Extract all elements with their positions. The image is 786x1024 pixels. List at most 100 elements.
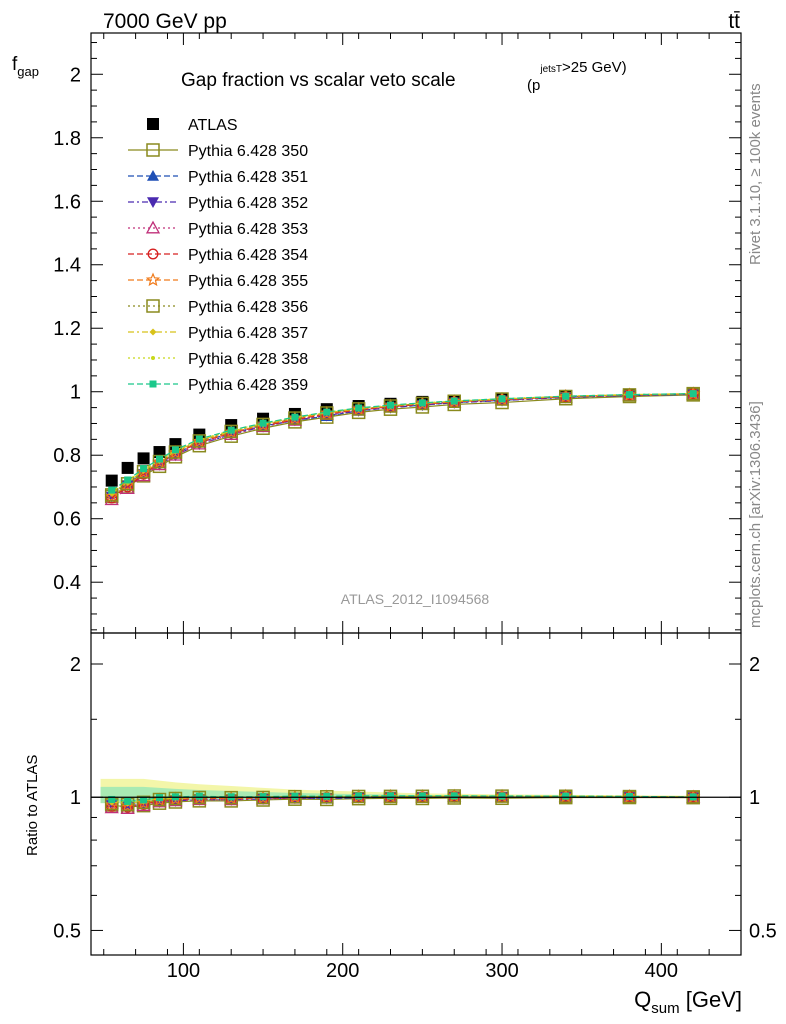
legend-label: Pythia 6.428 353 [188,221,308,238]
legend-marker [149,380,157,388]
mc-point [259,419,267,427]
legend-marker [147,197,159,208]
mcplots-label: mcplots.cern.ch [arXiv:1306.3436] [747,401,764,628]
ratio-point [136,795,151,810]
chart-title-cut: (pjetsT>25 GeV) [527,59,627,94]
legend-marker [145,272,161,287]
ratio-point [323,792,331,800]
ratio-point [498,792,506,800]
mc-point [104,488,119,503]
y-tick-label: 2 [70,64,81,86]
mc-point [387,401,395,409]
legend-label: Pythia 6.428 355 [188,273,308,290]
legend-label: Pythia 6.428 352 [188,195,308,212]
legend-label: Pythia 6.428 358 [188,351,308,368]
ratio-point [562,792,570,800]
ratio-y-tick-label-right: 2 [749,654,760,676]
ratio-point [224,790,239,805]
x-tick-label: 400 [645,960,678,982]
ratio-point [195,792,203,800]
data-point [137,452,150,465]
legend-marker [151,356,155,360]
mc-point [136,465,151,479]
ratio-point [450,792,458,800]
legend-marker [145,220,161,234]
mc-point [152,454,167,469]
ratio-y-axis-label: Ratio to ATLAS [24,755,41,856]
x-tick-label: 100 [167,960,200,982]
legend-label: Pythia 6.428 356 [188,299,308,316]
ratio-point [355,792,363,800]
legend: ATLAS Pythia 6.428 350 Pythia 6.428 351 Pyt… [128,117,308,394]
ratio-y-tick-label: 1 [70,787,81,809]
y-tick-label: 1.8 [53,128,81,150]
mc-point [625,391,633,399]
y-tick-label: 1.6 [53,191,81,213]
legend-marker [146,143,160,157]
mc-point [323,408,331,416]
legend-label: Pythia 6.428 359 [188,377,308,394]
data-point [121,461,134,474]
mc-point [351,402,366,416]
series-line [111,393,694,493]
mc-point [355,404,363,412]
legend-label: ATLAS [188,117,238,134]
y-tick-label: 0.8 [53,445,81,467]
legend-marker [146,299,160,313]
ratio-point [108,795,116,803]
process-label: tt̄ [728,10,740,33]
x-tick-label: 200 [326,960,359,982]
mc-point [156,455,164,463]
ratio-panel: 0.5 0.5 1 1 2 2 100 200 300 400 Ratio to ATLAS Qs… [24,632,777,1017]
x-axis-label: Qsum [GeV] [634,987,742,1017]
ratio-y-tick-label: 0.5 [53,920,81,942]
y-axis-label: fgap [12,54,39,79]
ratio-y-tick-label-right: 1 [749,787,760,809]
x-tick-label: 300 [485,960,518,982]
mc-point [450,397,458,405]
legend-label: Pythia 6.428 354 [188,247,308,264]
legend-marker [147,118,159,130]
legend-label: Pythia 6.428 357 [188,325,308,342]
mc-point [418,399,426,407]
ratio-frame [90,632,742,956]
ratio-y-tick-label-right: 0.5 [749,920,777,942]
y-tick-label: 1.2 [53,318,81,340]
main-panel: 0.4 0.6 0.8 1 1.2 1.4 1.6 1.8 2 Gap fraction vs … [12,32,742,634]
collision-label: 7000 GeV pp [103,10,227,33]
mc-point [291,413,299,421]
mc-point [108,486,116,494]
ratio-y-tick-label: 2 [70,654,81,676]
mc-point [192,434,207,448]
mc-point [227,426,235,434]
y-tick-label: 0.6 [53,509,81,531]
data-point [105,474,118,487]
mc-point [168,445,183,459]
ratio-point [140,796,148,804]
chart-title: Gap fraction vs scalar veto scale [181,70,456,91]
legend-marker [147,248,159,260]
mc-point [689,390,697,398]
mc-point [168,445,183,459]
y-tick-label: 1 [70,382,81,404]
legend-marker [147,170,159,181]
ratio-point [387,792,395,800]
legend-label: Pythia 6.428 351 [188,169,308,186]
y-tick-label: 0.4 [53,572,81,594]
ratio-point [291,792,299,800]
ratio-point [418,792,426,800]
mc-point [140,465,148,473]
analysis-watermark: ATLAS_2012_I1094568 [341,591,490,607]
y-tick-label: 1.4 [53,255,81,277]
mc-point [124,476,132,484]
series-line [111,393,694,491]
mc-point [562,392,570,400]
mc-point [171,446,179,454]
legend-label: Pythia 6.428 350 [188,143,308,160]
legend-marker [149,328,157,336]
rivet-version-label: Rivet 3.1.10, ≥ 100k events [747,83,764,265]
ratio-point [124,797,132,805]
mc-point [686,386,700,401]
mc-point [195,435,203,443]
